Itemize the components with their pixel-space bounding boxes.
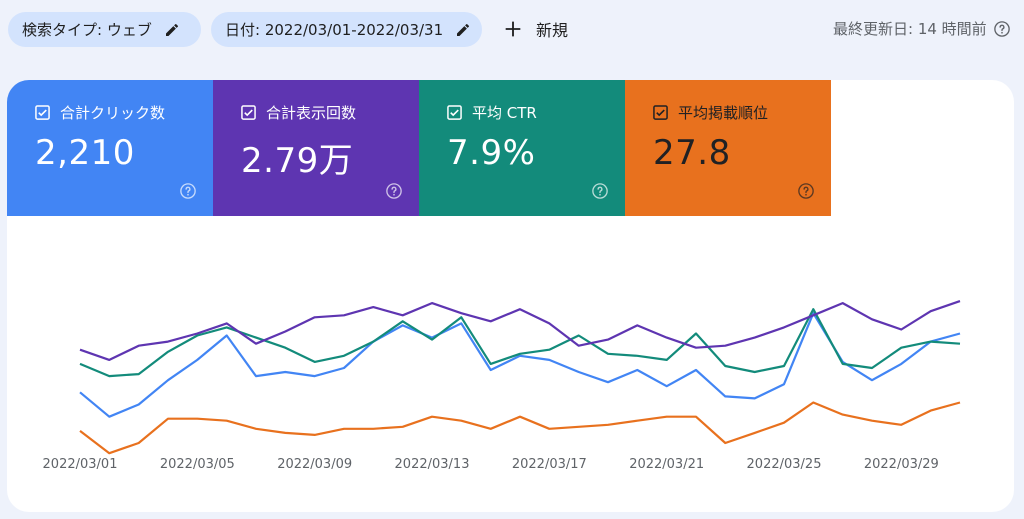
metric-average-position[interactable]: 平均掲載順位 27.8 [625, 80, 831, 216]
x-tick-label: 2022/03/05 [160, 457, 235, 472]
toolbar: 検索タイプ: ウェブ 日付: 2022/03/01-2022/03/31 新規 … [0, 0, 1024, 60]
metric-value: 27.8 [653, 133, 731, 173]
metric-header: 平均掲載順位 [653, 102, 831, 123]
x-tick-label: 2022/03/29 [864, 457, 939, 472]
metric-header: 合計表示回数 [241, 102, 419, 123]
new-filter-button[interactable]: 新規 [502, 14, 568, 44]
help-icon[interactable] [591, 182, 609, 200]
new-filter-label: 新規 [536, 21, 569, 40]
last-updated-text: 最終更新日: 14 時間前 [833, 20, 987, 38]
metric-value: 7.9% [447, 133, 536, 173]
metric-total-clicks[interactable]: 合計クリック数 2,210 [7, 80, 213, 216]
metric-header: 平均 CTR [447, 102, 625, 123]
metric-value: 2,210 [35, 133, 135, 173]
performance-card: 合計クリック数 2,210 合計表示回数 2.79万 平均 CTR 7.9% 平… [7, 80, 1014, 512]
search-type-filter-chip[interactable]: 検索タイプ: ウェブ [8, 12, 201, 47]
metric-label: 合計表示回数 [266, 104, 357, 122]
date-range-filter-chip[interactable]: 日付: 2022/03/01-2022/03/31 [211, 12, 482, 47]
x-tick-label: 2022/03/17 [512, 457, 587, 472]
metric-total-impressions[interactable]: 合計表示回数 2.79万 [213, 80, 419, 216]
x-tick-label: 2022/03/01 [43, 457, 118, 472]
performance-line-chart[interactable]: 2022/03/01 2022/03/05 2022/03/09 2022/03/13… [7, 216, 1014, 512]
plus-icon [505, 21, 521, 37]
metric-header: 合計クリック数 [35, 102, 213, 123]
help-icon[interactable] [179, 182, 197, 200]
last-updated: 最終更新日: 14 時間前 [833, 18, 1011, 39]
help-icon[interactable] [993, 20, 1011, 38]
series-line-3 [79, 401, 961, 455]
checkbox-checked-icon[interactable] [35, 105, 50, 120]
metric-average-ctr[interactable]: 平均 CTR 7.9% [419, 80, 625, 216]
metric-value: 2.79万 [241, 141, 354, 181]
x-tick-label: 2022/03/25 [747, 457, 822, 472]
metric-label: 平均 CTR [472, 104, 537, 122]
help-icon[interactable] [797, 182, 815, 200]
series-line-2 [79, 312, 961, 418]
pencil-icon [457, 23, 470, 36]
series-line-0 [79, 300, 961, 361]
date-range-filter-label: 日付: 2022/03/01-2022/03/31 [225, 21, 444, 39]
x-tick-label: 2022/03/13 [395, 457, 470, 472]
checkbox-checked-icon[interactable] [241, 105, 256, 120]
checkbox-checked-icon[interactable] [653, 105, 668, 120]
metric-label: 平均掲載順位 [678, 104, 769, 122]
checkbox-checked-icon[interactable] [447, 105, 462, 120]
x-tick-label: 2022/03/21 [629, 457, 704, 472]
x-tick-label: 2022/03/09 [277, 457, 352, 472]
search-type-filter-label: 検索タイプ: ウェブ [22, 21, 152, 39]
series-line-1 [79, 308, 961, 378]
pencil-icon [165, 23, 178, 36]
metric-label: 合計クリック数 [60, 104, 166, 122]
help-icon[interactable] [385, 182, 403, 200]
